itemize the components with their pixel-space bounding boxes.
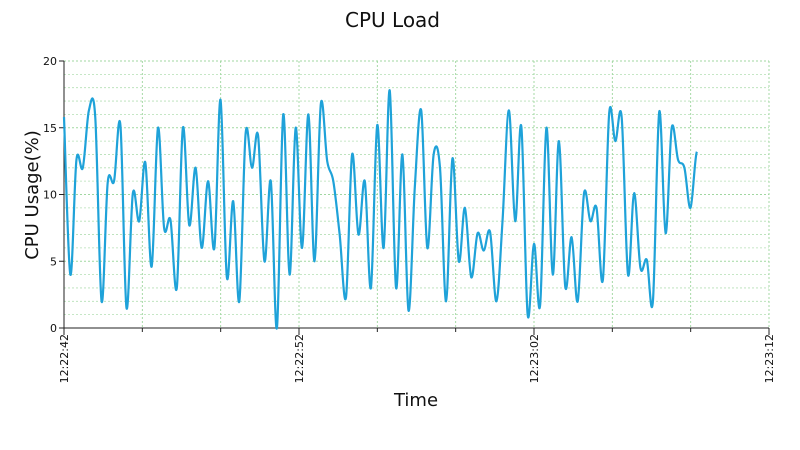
y-tick-label: 10 — [43, 189, 57, 202]
y-axis-title: CPU Usage(%) — [22, 130, 43, 260]
x-tick-label: 12:23:12 — [763, 334, 776, 383]
tick-labels: 0 5 10 15 20 12:22:42 12:22:52 12:23:02 12:23:12 — [43, 55, 776, 383]
y-tick-label: 5 — [50, 255, 57, 268]
y-tick-label: 0 — [50, 322, 57, 335]
x-tick-label: 12:23:02 — [528, 334, 541, 383]
y-tick-label: 15 — [43, 122, 57, 135]
x-axis-title: Time — [393, 390, 439, 411]
x-tick-label: 12:22:42 — [58, 334, 71, 383]
series-line-cpu — [62, 89, 698, 330]
x-tick-label: 12:22:52 — [293, 334, 306, 383]
axes — [59, 60, 770, 335]
y-tick-label: 20 — [43, 55, 57, 68]
chart-title: CPU Load — [345, 8, 440, 32]
